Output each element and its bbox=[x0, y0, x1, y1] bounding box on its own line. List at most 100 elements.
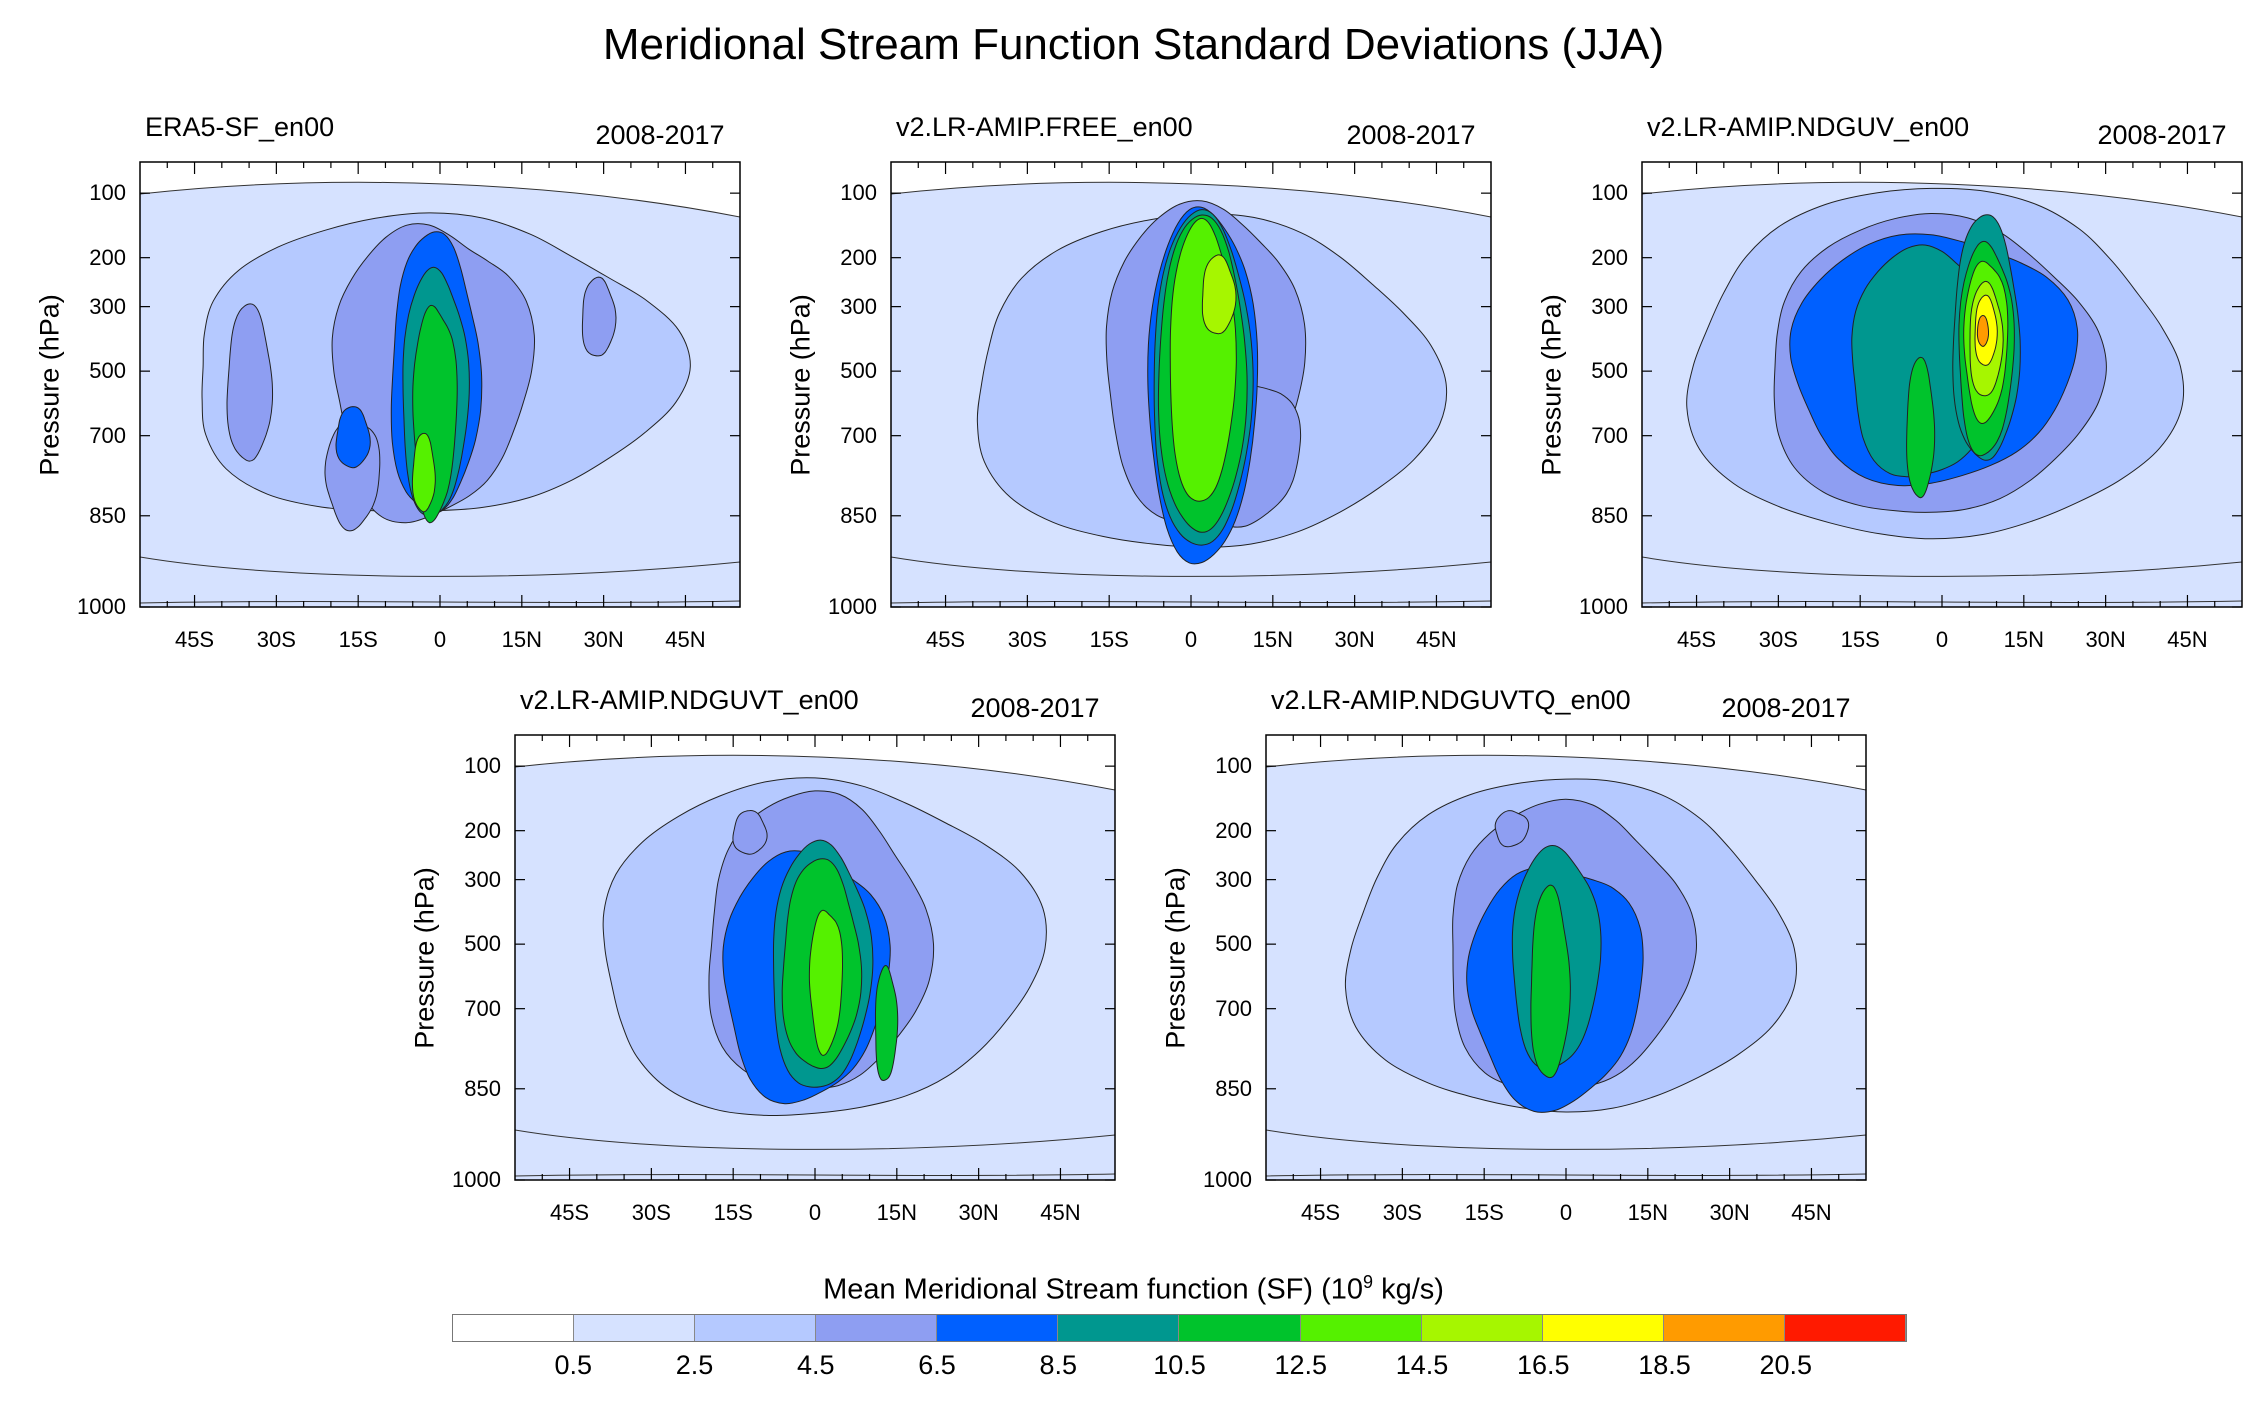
colorbar-segment bbox=[574, 1315, 696, 1341]
colorbar-label: 20.5 bbox=[1759, 1350, 1813, 1380]
x-tick-label: 45S bbox=[1300, 1200, 1341, 1225]
contour-fills bbox=[1266, 735, 1866, 1180]
colorbar-label: 8.5 bbox=[1039, 1350, 1078, 1380]
contour-band bbox=[515, 1129, 1115, 1180]
x-tick-label: 45S bbox=[925, 627, 966, 652]
x-tick-label: 45N bbox=[2167, 627, 2208, 652]
panel-title: v2.LR-AMIP.NDGUVT_en00 bbox=[520, 685, 859, 715]
panel-years: 2008-2017 bbox=[970, 693, 1100, 723]
contour-plot bbox=[514, 734, 1116, 1181]
panel-title: v2.LR-AMIP.NDGUV_en00 bbox=[1647, 112, 1970, 142]
x-tick-label: 45N bbox=[1791, 1200, 1832, 1225]
contour-band bbox=[891, 556, 1491, 607]
y-axis-label: Pressure (hPa) bbox=[34, 293, 65, 476]
figure-title: Meridional Stream Function Standard Devi… bbox=[602, 20, 1665, 69]
x-tick-label: 15S bbox=[338, 627, 378, 652]
panel-era5: ERA5-SF_en00 2008-2017 Pressure (hPa) 100 20… bbox=[35, 112, 741, 672]
contour-fills bbox=[140, 162, 740, 607]
x-tick-label: 15N bbox=[501, 627, 542, 652]
contour-band bbox=[411, 432, 436, 513]
colorbar-label: 2.5 bbox=[675, 1350, 714, 1380]
x-tick-label: 30S bbox=[1758, 627, 1798, 652]
x-tick-label: 0 bbox=[808, 1200, 822, 1225]
panel-ndguvt: v2.LR-AMIP.NDGUVT_en00 2008-2017 Pressure … bbox=[410, 685, 1116, 1245]
colorbar-segment bbox=[1663, 1315, 1785, 1341]
colorbar-label: 16.5 bbox=[1516, 1350, 1570, 1380]
contour-band bbox=[732, 810, 768, 855]
x-tick-label: 15N bbox=[1252, 627, 1293, 652]
x-tick-label: 15S bbox=[1840, 627, 1880, 652]
contour-fills bbox=[1642, 162, 2242, 607]
x-tick-label: 45S bbox=[549, 1200, 590, 1225]
colorbar-segment bbox=[1421, 1315, 1543, 1341]
x-tick-label: 0 bbox=[1184, 627, 1198, 652]
colorbar-label: 4.5 bbox=[796, 1350, 835, 1380]
contour-band bbox=[226, 303, 274, 462]
x-tick-label: 15N bbox=[2003, 627, 2044, 652]
colorbar-segment bbox=[1542, 1315, 1664, 1341]
contour-band bbox=[1201, 254, 1237, 335]
contour-band bbox=[1642, 556, 2242, 607]
x-tick-label: 45N bbox=[1416, 627, 1457, 652]
contour-band bbox=[1494, 810, 1530, 848]
x-tick-label: 30S bbox=[256, 627, 296, 652]
colorbar-segment bbox=[695, 1315, 817, 1341]
panel-title: ERA5-SF_en00 bbox=[145, 112, 335, 142]
colorbar-label: 0.5 bbox=[554, 1350, 593, 1380]
colorbar-segment bbox=[1179, 1315, 1301, 1341]
panel-years: 2008-2017 bbox=[1721, 693, 1851, 723]
contour-fills bbox=[891, 162, 1491, 607]
panel-years: 2008-2017 bbox=[1346, 120, 1476, 150]
x-tick-label: 15S bbox=[1464, 1200, 1504, 1225]
colorbar bbox=[452, 1314, 1907, 1342]
x-tick-label: 30S bbox=[631, 1200, 671, 1225]
x-tick-label: 15N bbox=[1627, 1200, 1668, 1225]
contour-band bbox=[891, 162, 1491, 218]
contour-band bbox=[1266, 735, 1866, 791]
contour-band bbox=[1266, 1129, 1866, 1180]
panel-years: 2008-2017 bbox=[2097, 120, 2227, 150]
x-tick-label: 15N bbox=[876, 1200, 917, 1225]
colorbar-segment bbox=[816, 1315, 938, 1341]
x-tick-label: 0 bbox=[433, 627, 447, 652]
contour-band bbox=[140, 162, 740, 218]
contour-band bbox=[1906, 356, 1936, 499]
contour-plot bbox=[1641, 161, 2243, 608]
x-tick-label: 45N bbox=[1040, 1200, 1081, 1225]
contour-fills bbox=[515, 735, 1115, 1180]
y-axis-label: Pressure (hPa) bbox=[1160, 866, 1191, 1049]
x-tick-label: 30N bbox=[583, 627, 624, 652]
colorbar-segment bbox=[453, 1315, 575, 1341]
colorbar-label: 12.5 bbox=[1274, 1350, 1328, 1380]
y-axis-label: Pressure (hPa) bbox=[785, 293, 816, 476]
colorbar-segment bbox=[937, 1315, 1059, 1341]
x-tick-label: 30S bbox=[1007, 627, 1047, 652]
contour-band bbox=[581, 276, 617, 357]
contour-band bbox=[1642, 162, 2242, 218]
x-tick-label: 15S bbox=[1089, 627, 1129, 652]
contour-plot bbox=[1265, 734, 1867, 1181]
x-tick-label: 30N bbox=[2085, 627, 2126, 652]
panel-title: v2.LR-AMIP.FREE_en00 bbox=[896, 112, 1193, 142]
contour-band bbox=[874, 964, 899, 1082]
x-tick-label: 45S bbox=[174, 627, 215, 652]
x-tick-label: 0 bbox=[1559, 1200, 1573, 1225]
x-tick-label: 15S bbox=[713, 1200, 753, 1225]
x-tick-label: 30N bbox=[958, 1200, 999, 1225]
colorbar-label: 14.5 bbox=[1395, 1350, 1449, 1380]
contour-band bbox=[808, 909, 844, 1056]
panel-years: 2008-2017 bbox=[595, 120, 725, 150]
contour-band bbox=[1530, 884, 1571, 1079]
colorbar-label: 6.5 bbox=[918, 1350, 956, 1380]
x-tick-label: 30S bbox=[1382, 1200, 1422, 1225]
x-tick-label: 30N bbox=[1334, 627, 1375, 652]
colorbar-segment bbox=[1058, 1315, 1180, 1341]
colorbar-label: 10.5 bbox=[1153, 1350, 1206, 1380]
x-tick-label: 45S bbox=[1676, 627, 1717, 652]
contour-plot bbox=[890, 161, 1492, 608]
contour-plot bbox=[139, 161, 741, 608]
panel-ndguvtq: v2.LR-AMIP.NDGUVTQ_en00 2008-2017 Pressure… bbox=[1161, 685, 1867, 1245]
panel-ndguv: v2.LR-AMIP.NDGUV_en00 2008-2017 Pressure (… bbox=[1537, 112, 2243, 672]
y-axis-label: Pressure (hPa) bbox=[409, 866, 440, 1049]
colorbar-segment bbox=[1784, 1315, 1906, 1341]
